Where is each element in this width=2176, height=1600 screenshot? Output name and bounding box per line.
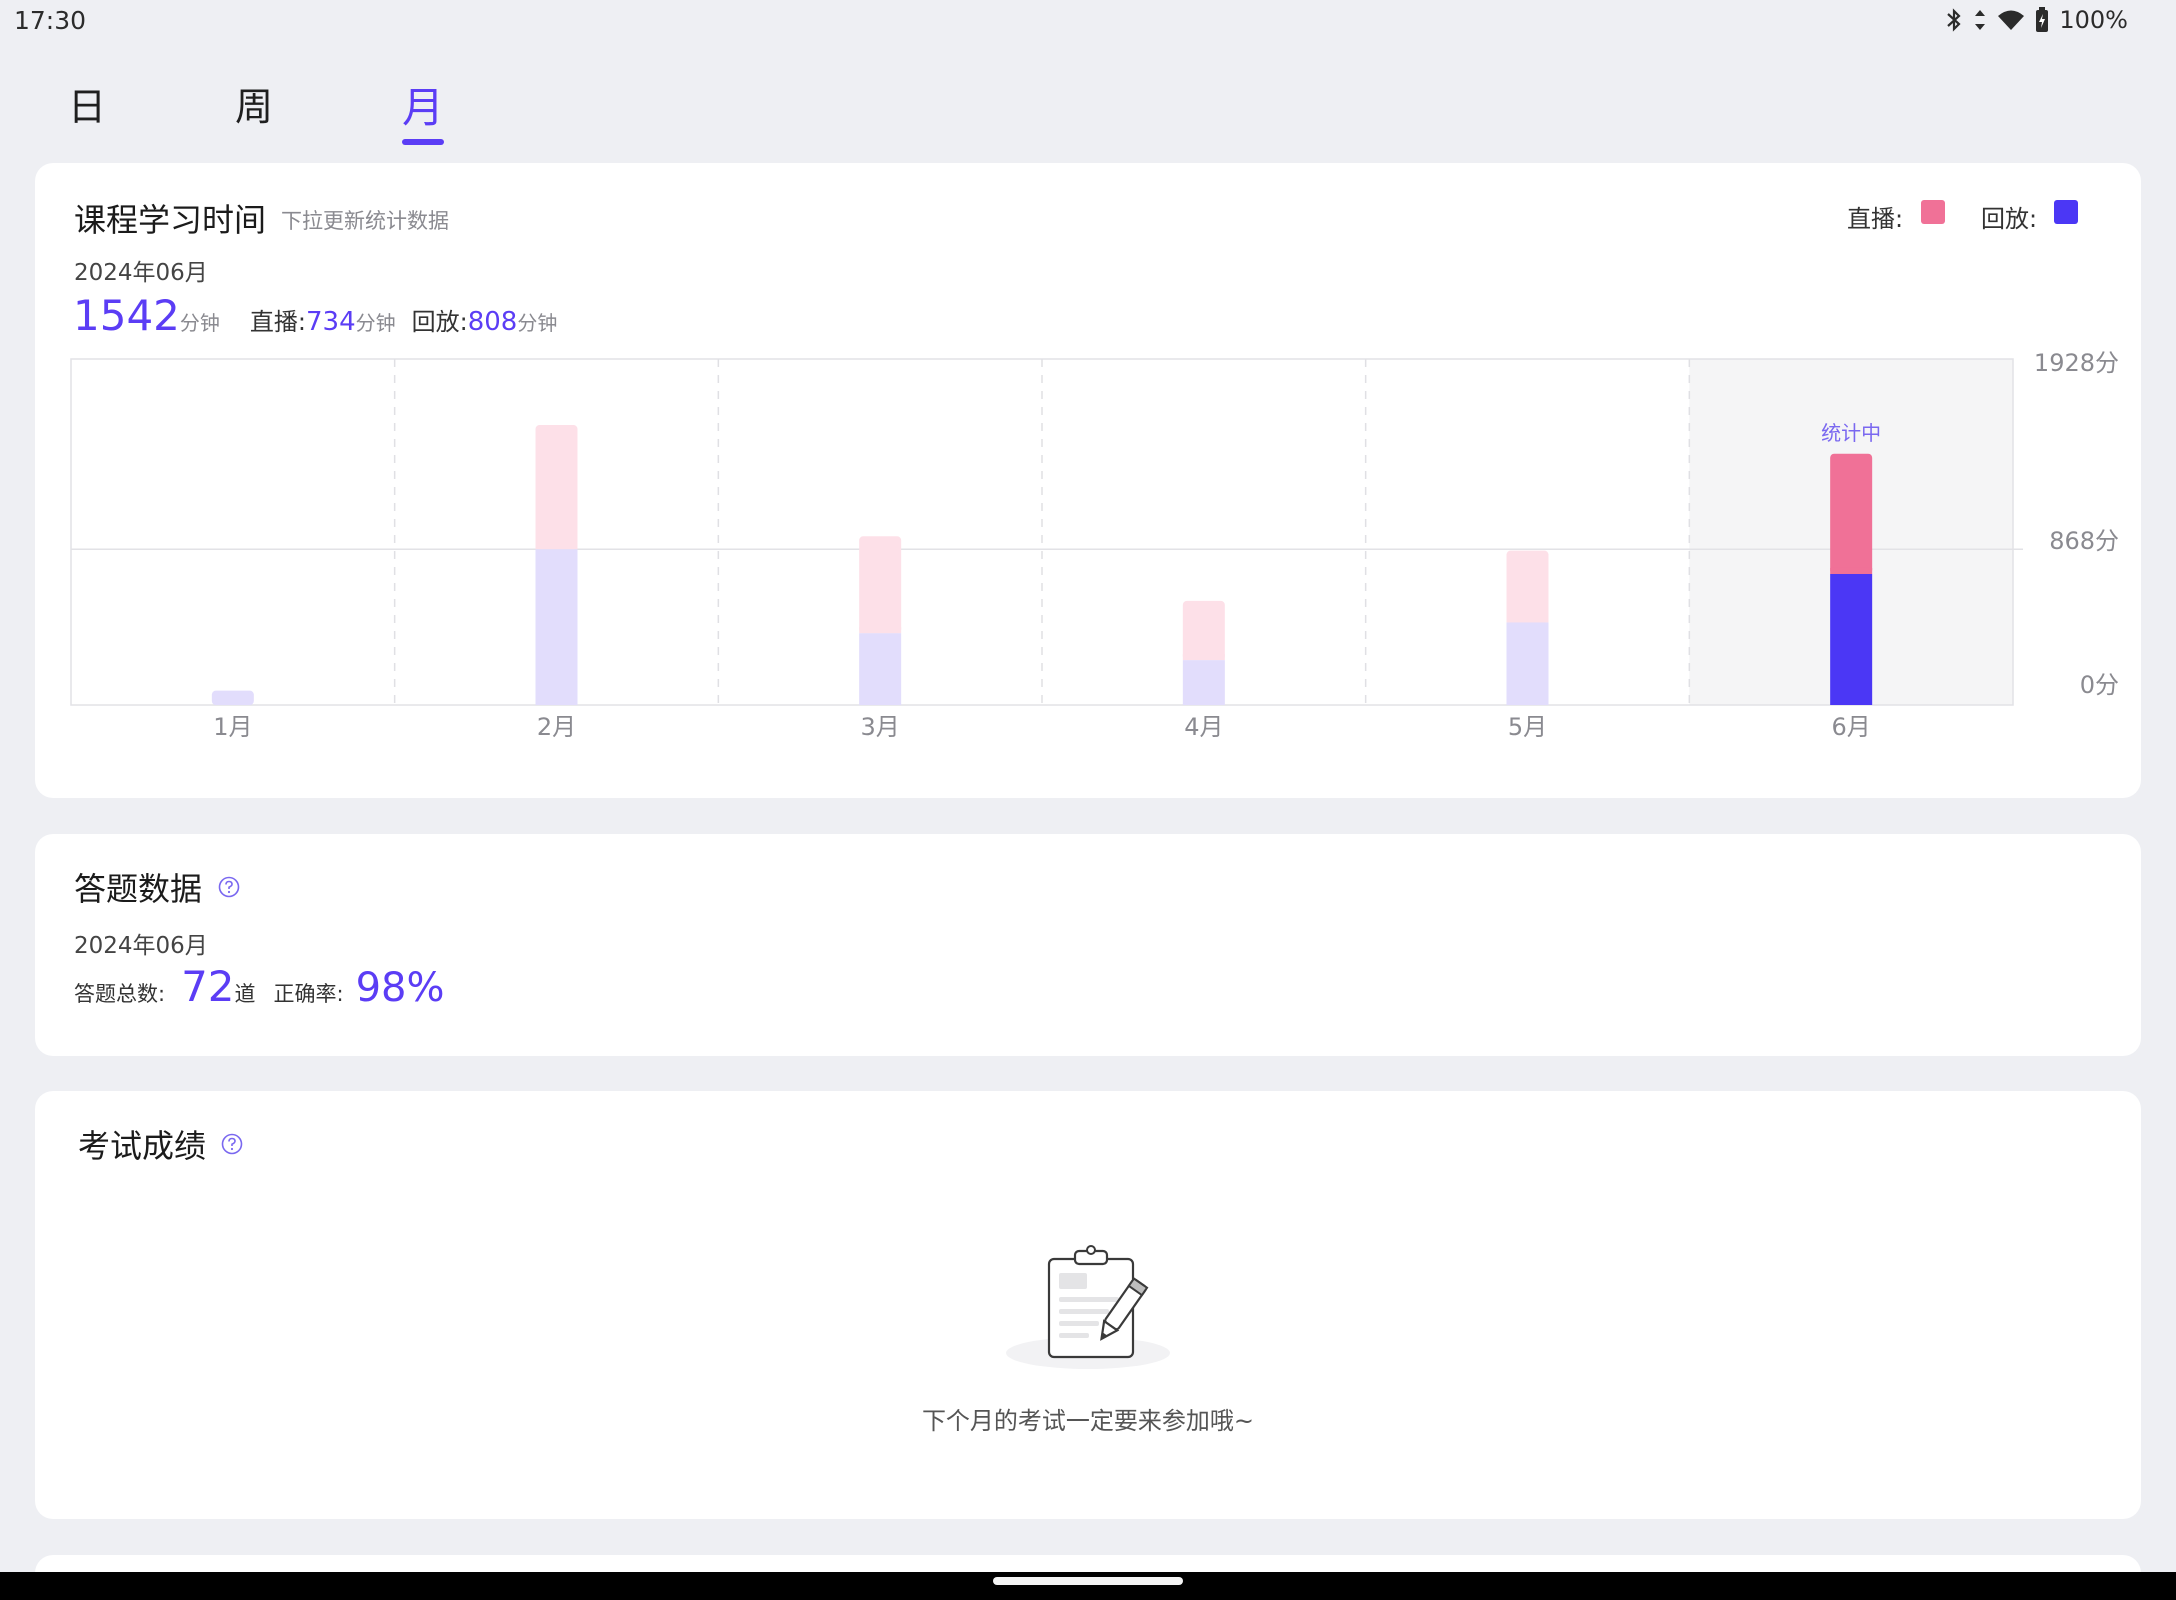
- bar-live-4: [1182, 600, 1225, 661]
- exam-score-card: 考试成绩 下个月的考试一定要来参加哦~: [35, 1091, 2141, 1519]
- period-tabs: 日 周 月: [0, 62, 700, 152]
- exam-score-title: 考试成绩: [78, 1127, 207, 1165]
- navigation-bar: [0, 1572, 2176, 1600]
- study-summary: 1542 分钟 直播: 734 分钟 回放: 808 分钟: [73, 291, 557, 340]
- study-time-chart: 1928分 868分 0分 1月 2月 3月 4月 5月 6月 统计中: [70, 349, 2119, 741]
- answer-summary: 答题总数: 72 道 正确率: 98%: [74, 962, 445, 1011]
- study-period: 2024年06月: [74, 260, 208, 286]
- live-unit: 分钟: [355, 311, 396, 335]
- home-indicator[interactable]: [993, 1577, 1183, 1585]
- legend-live-swatch: [1921, 200, 1945, 224]
- bar-live-2: [535, 425, 578, 550]
- y-tick-label: 1928分: [2034, 349, 2119, 377]
- study-time-title: 课程学习时间: [74, 201, 267, 239]
- exam-empty-text: 下个月的考试一定要来参加哦~: [921, 1407, 1255, 1435]
- y-tick-label: 868分: [2049, 527, 2119, 555]
- data-arrows-icon: [1975, 10, 1986, 30]
- legend-replay-label: 回放:: [1981, 205, 2038, 233]
- answer-period: 2024年06月: [74, 933, 208, 959]
- bar-live-joint: [1182, 654, 1225, 661]
- live-label: 直播:: [249, 308, 306, 336]
- replay-unit: 分钟: [517, 311, 558, 335]
- legend-replay-swatch: [2054, 200, 2078, 224]
- answer-total-value: 72: [181, 962, 235, 1011]
- bar-live-joint: [1830, 567, 1873, 574]
- tab-day[interactable]: 日: [68, 85, 107, 129]
- bar-live-joint: [535, 543, 578, 550]
- bar-replay-4: [1182, 660, 1225, 705]
- battery-percent: 100%: [2059, 6, 2128, 34]
- bar-live-5: [1506, 550, 1549, 623]
- bar-live-joint: [1506, 616, 1549, 623]
- tab-indicator: [402, 139, 444, 145]
- answer-data-title: 答题数据: [74, 870, 203, 908]
- bluetooth-icon: [1947, 8, 1961, 32]
- x-tick-label: 4月: [1184, 713, 1223, 741]
- tab-month[interactable]: 月: [402, 83, 445, 132]
- x-tick-label: 6月: [1832, 713, 1871, 741]
- answer-total-label: 答题总数:: [74, 982, 166, 1006]
- bar-replay-3: [859, 633, 902, 705]
- clipboard-pencil-icon: [1006, 1245, 1170, 1369]
- help-icon[interactable]: [218, 876, 240, 898]
- x-tick-label: 1月: [213, 713, 252, 741]
- bar-live-joint: [859, 627, 902, 634]
- battery-icon: [2036, 7, 2049, 32]
- y-tick-label: 0分: [2080, 671, 2119, 699]
- status-icons: 100%: [1945, 6, 2128, 34]
- replay-label: 回放:: [411, 308, 468, 336]
- bar-replay-1: [211, 690, 254, 705]
- bar-live-6: [1830, 453, 1873, 574]
- bar-live-3: [859, 536, 902, 634]
- total-unit: 分钟: [179, 311, 220, 335]
- status-bar: 17:30 100%: [0, 0, 2176, 44]
- bar-replay-5: [1506, 622, 1549, 705]
- status-label: 统计中: [1821, 421, 1881, 445]
- tab-week[interactable]: 周: [235, 85, 274, 129]
- study-time-card: 课程学习时间 下拉更新统计数据 直播: 回放: 2024年06月 1542 分钟…: [35, 163, 2141, 798]
- help-icon[interactable]: [221, 1133, 243, 1155]
- bar-replay-2: [535, 549, 578, 705]
- pull-refresh-hint: 下拉更新统计数据: [281, 209, 449, 233]
- total-minutes: 1542: [73, 291, 180, 340]
- x-tick-label: 3月: [861, 713, 900, 741]
- answer-data-card: 答题数据 2024年06月 答题总数: 72 道 正确率: 98%: [35, 834, 2141, 1056]
- answer-total-unit: 道: [234, 982, 256, 1006]
- wifi-icon: [1998, 10, 2025, 30]
- legend-live-label: 直播:: [1847, 205, 1904, 233]
- replay-minutes: 808: [467, 307, 518, 337]
- accuracy-label: 正确率:: [273, 982, 344, 1006]
- accuracy-value: 98%: [355, 965, 445, 1011]
- status-time: 17:30: [14, 6, 87, 35]
- live-minutes: 734: [305, 307, 356, 337]
- x-tick-label: 2月: [537, 713, 576, 741]
- x-tick-label: 5月: [1508, 713, 1547, 741]
- bar-replay-6: [1830, 573, 1873, 705]
